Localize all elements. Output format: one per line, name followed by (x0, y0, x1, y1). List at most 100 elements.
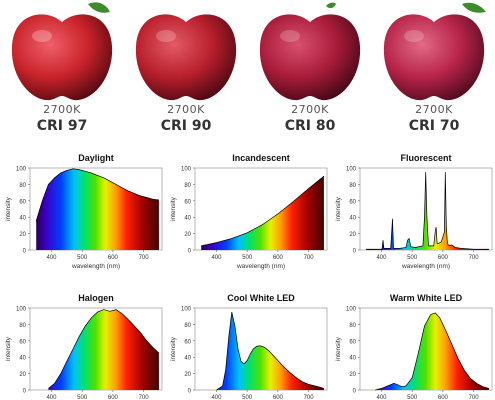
apple-panel-cri-90: 2700K CRI 90 (124, 0, 248, 140)
y-tick-label: 60 (349, 339, 356, 345)
apple-panel-cri-70: 2700K CRI 70 (372, 0, 495, 140)
y-tick-label: 80 (184, 323, 191, 329)
y-tick-label: 40 (184, 216, 191, 222)
cct-label: 2700K (167, 103, 205, 116)
chart-title: Fluorescent (400, 153, 451, 163)
x-tick-label: 500 (407, 255, 418, 261)
x-tick-label: 400 (376, 255, 387, 261)
apple-panel-cri-97: 2700K CRI 97 (0, 0, 124, 140)
y-tick-label: 60 (184, 339, 191, 345)
y-tick-label: 0 (353, 249, 357, 255)
y-tick-label: 0 (188, 389, 192, 395)
spectrum-line (375, 312, 489, 391)
x-tick-label: 600 (273, 255, 284, 261)
chart-title: Daylight (78, 153, 114, 163)
y-axis-label: intensity (170, 196, 177, 221)
cri-label: CRI 70 (408, 118, 460, 134)
chart-title: Cool White LED (227, 293, 295, 303)
leaf-icon (326, 2, 336, 9)
spectrum-line (366, 172, 489, 250)
x-tick-label: 700 (139, 395, 150, 400)
cri-label: CRI 97 (36, 118, 88, 134)
y-tick-label: 60 (349, 199, 356, 205)
x-tick-label: 600 (273, 395, 284, 400)
y-tick-label: 40 (349, 216, 356, 222)
y-tick-label: 60 (19, 339, 26, 345)
y-tick-label: 20 (349, 232, 356, 238)
y-tick-label: 0 (353, 389, 357, 395)
cct-label: 2700K (415, 103, 453, 116)
apple-image (135, 14, 237, 101)
y-tick-label: 60 (19, 199, 26, 205)
apple-panel-cri-80: 2700K CRI 80 (248, 0, 372, 140)
x-tick-label: 400 (211, 255, 222, 261)
y-axis-label: intensity (335, 196, 342, 221)
chart-title: Halogen (78, 293, 114, 303)
y-tick-label: 80 (349, 183, 356, 189)
y-tick-label: 100 (181, 167, 192, 173)
leaf-icon (88, 2, 110, 13)
apple-body (259, 14, 361, 101)
x-axis-label: wavelength (nm) (236, 263, 285, 270)
x-tick-label: 700 (139, 255, 150, 261)
x-tick-label: 600 (438, 255, 449, 261)
y-tick-label: 80 (19, 323, 26, 329)
y-tick-label: 80 (184, 183, 191, 189)
x-tick-label: 600 (108, 255, 119, 261)
y-tick-label: 100 (16, 167, 27, 173)
y-axis-label: intensity (335, 336, 342, 361)
apple-body (383, 14, 485, 101)
chart-panel: Daylight 0 20 40 60 80 100 400 500 600 700 waveleng… (5, 153, 163, 270)
y-tick-label: 80 (19, 183, 26, 189)
cri-label: CRI 90 (160, 118, 212, 134)
chart-panel: Warm White LED020406080100400500600700wa… (335, 293, 493, 400)
y-tick-label: 20 (184, 232, 191, 238)
y-tick-label: 100 (346, 307, 357, 313)
y-tick-label: 60 (184, 199, 191, 205)
x-tick-label: 500 (407, 395, 418, 400)
y-tick-label: 80 (349, 323, 356, 329)
chart-panel: Incandescent 0 20 40 60 80 100 400 500 600 700 wave… (170, 153, 328, 270)
x-tick-label: 500 (77, 395, 88, 400)
y-tick-label: 20 (349, 372, 356, 378)
x-axis-label: wavelength (nm) (401, 263, 450, 270)
x-tick-label: 500 (242, 255, 253, 261)
y-axis-label: intensity (170, 336, 177, 361)
y-tick-label: 40 (19, 356, 26, 362)
y-tick-label: 20 (19, 232, 26, 238)
cct-label: 2700K (43, 103, 81, 116)
leaf-icon (462, 2, 486, 13)
y-tick-label: 40 (349, 356, 356, 362)
x-tick-label: 500 (242, 395, 253, 400)
x-tick-label: 700 (469, 255, 480, 261)
apple-image (383, 2, 486, 101)
apple-body (135, 14, 237, 101)
chart-panel: Fluorescent 0 20 40 60 80 100 400 500 600 700 wavel… (335, 153, 493, 270)
y-tick-label: 20 (184, 372, 191, 378)
y-tick-label: 40 (184, 356, 191, 362)
x-tick-label: 400 (46, 255, 57, 261)
x-tick-label: 600 (438, 395, 449, 400)
y-tick-label: 0 (188, 249, 192, 255)
apple-image (11, 2, 113, 101)
x-tick-label: 500 (77, 255, 88, 261)
apple-body (11, 14, 113, 101)
chart-title: Incandescent (232, 153, 290, 163)
y-tick-label: 0 (23, 389, 27, 395)
y-tick-label: 100 (346, 167, 357, 173)
cct-label: 2700K (291, 103, 329, 116)
y-tick-label: 40 (19, 216, 26, 222)
y-tick-label: 20 (19, 372, 26, 378)
chart-title: Warm White LED (390, 293, 463, 303)
y-tick-label: 100 (16, 307, 27, 313)
y-tick-label: 100 (181, 307, 192, 313)
apple-image (259, 2, 361, 101)
x-tick-label: 700 (304, 395, 315, 400)
chart-panel: Halogen020406080100400500600700wavelengt… (5, 293, 163, 400)
x-tick-label: 400 (46, 395, 57, 400)
y-axis-label: intensity (5, 336, 12, 361)
x-tick-label: 400 (211, 395, 222, 400)
x-tick-label: 700 (469, 395, 480, 400)
